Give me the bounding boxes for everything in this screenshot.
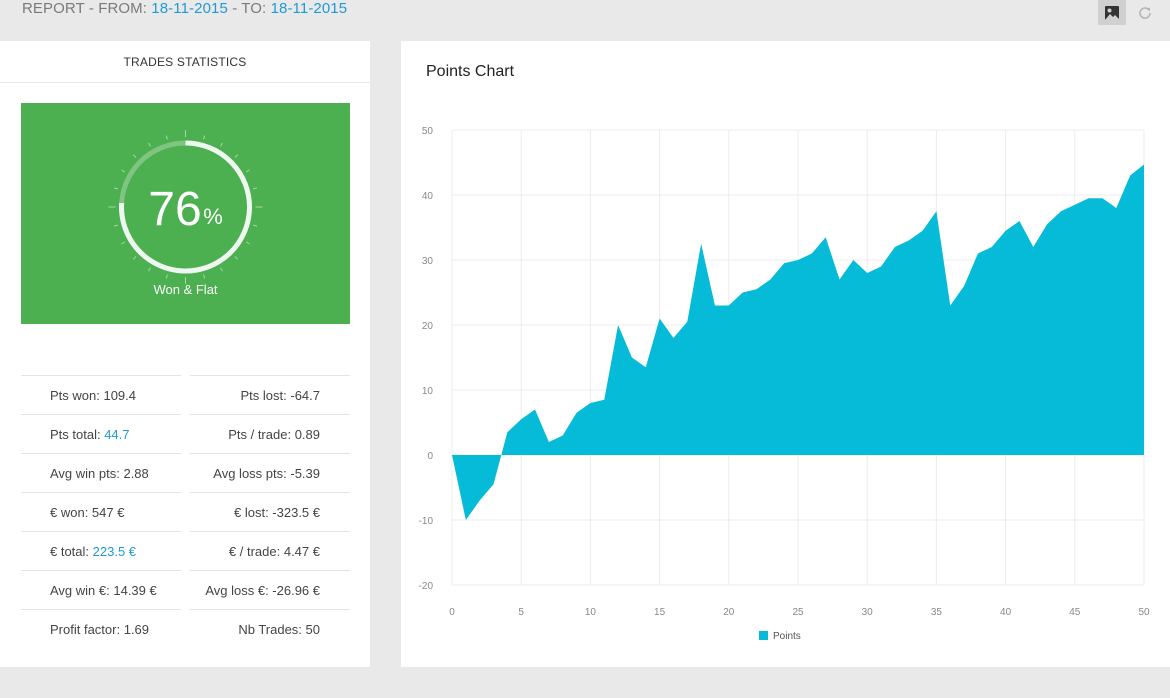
stat-euro-total: € total: 223.5 € bbox=[21, 531, 181, 570]
points-chart: -20 -10 0 10 20 30 40 50 0 5 10 15 20 25 30 35 40 45 50 Po… bbox=[419, 126, 1150, 642]
gauge-tick bbox=[113, 224, 119, 227]
y-tick-label: 0 bbox=[427, 451, 433, 462]
gauge-tick bbox=[252, 187, 258, 190]
chart-axes: -20 -10 0 10 20 30 40 50 0 5 10 15 20 25 30 35 40 45 50 bbox=[419, 126, 1150, 618]
gauge-value: 76 bbox=[148, 183, 201, 236]
image-view-button[interactable] bbox=[1098, 0, 1126, 25]
x-tick-label: 20 bbox=[723, 607, 735, 618]
x-tick-label: 5 bbox=[518, 607, 524, 618]
won-flat-gauge: 76 % bbox=[108, 130, 263, 284]
image-icon bbox=[1105, 5, 1119, 20]
stat-avg-win-pts: Avg win pts: 2.88 bbox=[21, 453, 181, 492]
gauge-tick bbox=[165, 274, 168, 279]
footer-bar bbox=[0, 668, 1170, 698]
gauge-tick bbox=[165, 135, 168, 140]
x-tick-label: 35 bbox=[931, 607, 943, 618]
x-tick-label: 15 bbox=[654, 607, 666, 618]
stat-pts-lost: Pts lost: -64.7 bbox=[190, 375, 350, 414]
trades-statistics-title: TRADES STATISTICS bbox=[0, 41, 370, 83]
won-flat-gauge-card: 76 % Won & Flat bbox=[21, 103, 350, 324]
gauge-tick bbox=[121, 241, 126, 245]
y-tick-label: 50 bbox=[422, 126, 434, 137]
stat-nb-trades: Nb Trades: 50 bbox=[190, 609, 350, 648]
stat-profit-factor: Profit factor: 1.69 bbox=[21, 609, 181, 648]
gauge-tick bbox=[132, 154, 137, 158]
stat-avg-win-euro: Avg win €: 14.39 € bbox=[21, 570, 181, 609]
x-tick-label: 40 bbox=[1000, 607, 1012, 618]
stat-euro-per-trade: € / trade: 4.47 € bbox=[190, 531, 350, 570]
stat-pts-total: Pts total: 44.7 bbox=[21, 414, 181, 453]
points-area-series bbox=[452, 164, 1144, 520]
gauge-tick bbox=[113, 187, 119, 190]
y-tick-label: 30 bbox=[422, 256, 434, 267]
gauge-tick bbox=[220, 267, 223, 272]
gauge-label: Won & Flat bbox=[153, 282, 218, 297]
report-title: REPORT - FROM: 18-11-2015 - TO: 18-11-20… bbox=[22, 0, 347, 17]
x-tick-label: 25 bbox=[792, 607, 804, 618]
gauge-tick bbox=[148, 267, 151, 272]
chart-legend: Points bbox=[759, 631, 801, 642]
y-tick-label: 10 bbox=[422, 386, 434, 397]
gauge-progress-arc bbox=[119, 140, 252, 274]
stats-left-column: Pts won: 109.4 Pts total: 44.7 Avg win p… bbox=[21, 375, 181, 648]
gauge-ticks bbox=[108, 130, 263, 284]
refresh-button[interactable] bbox=[1131, 0, 1159, 25]
y-tick-label: -20 bbox=[419, 581, 434, 592]
gauge-tick bbox=[234, 154, 239, 158]
gauge-unit: % bbox=[203, 204, 223, 229]
refresh-icon bbox=[1139, 6, 1151, 19]
points-chart-panel: -20 -10 0 10 20 30 40 50 0 5 10 15 20 25 30 35 40 45 50 Po… bbox=[401, 41, 1170, 667]
stat-pts-won: Pts won: 109.4 bbox=[21, 375, 181, 414]
stat-euro-won: € won: 547 € bbox=[21, 492, 181, 531]
report-from-label: REPORT - FROM: bbox=[22, 0, 152, 17]
y-tick-label: 40 bbox=[422, 191, 434, 202]
stat-avg-loss-euro: Avg loss €: -26.96 € bbox=[190, 570, 350, 609]
legend-label-points: Points bbox=[773, 631, 801, 642]
gauge-tick bbox=[252, 224, 258, 227]
gauge-tick bbox=[132, 256, 137, 260]
gauge-tick bbox=[203, 135, 206, 140]
x-tick-label: 50 bbox=[1138, 607, 1150, 618]
x-tick-label: 45 bbox=[1069, 607, 1081, 618]
gauge-tick bbox=[148, 142, 151, 147]
gauge-tick bbox=[234, 256, 239, 260]
y-tick-label: 20 bbox=[422, 321, 434, 332]
chart-title: Points Chart bbox=[426, 63, 515, 80]
trades-statistics-panel: TRADES STATISTICS 76 % Won & Flat Pts wo… bbox=[0, 41, 370, 667]
stat-pts-per-trade: Pts / trade: 0.89 bbox=[190, 414, 350, 453]
x-tick-label: 10 bbox=[585, 607, 597, 618]
report-to-label: - TO: bbox=[227, 0, 271, 17]
stats-right-column: Pts lost: -64.7 Pts / trade: 0.89 Avg lo… bbox=[190, 375, 350, 648]
y-tick-label: -10 bbox=[419, 516, 434, 527]
stat-avg-loss-pts: Avg loss pts: -5.39 bbox=[190, 453, 350, 492]
stat-euro-lost: € lost: -323.5 € bbox=[190, 492, 350, 531]
gauge-tick bbox=[203, 274, 206, 279]
legend-swatch-points bbox=[759, 631, 768, 640]
report-to-date[interactable]: 18-11-2015 bbox=[270, 0, 348, 17]
x-tick-label: 30 bbox=[862, 607, 874, 618]
gauge-tick bbox=[245, 169, 250, 173]
report-from-date[interactable]: 18-11-2015 bbox=[151, 0, 228, 17]
gauge-tick bbox=[245, 241, 250, 245]
gauge-tick bbox=[121, 169, 126, 173]
gauge-tick bbox=[220, 142, 223, 147]
report-header: REPORT - FROM: 18-11-2015 - TO: 18-11-20… bbox=[0, 0, 1170, 40]
x-tick-label: 0 bbox=[449, 607, 455, 618]
